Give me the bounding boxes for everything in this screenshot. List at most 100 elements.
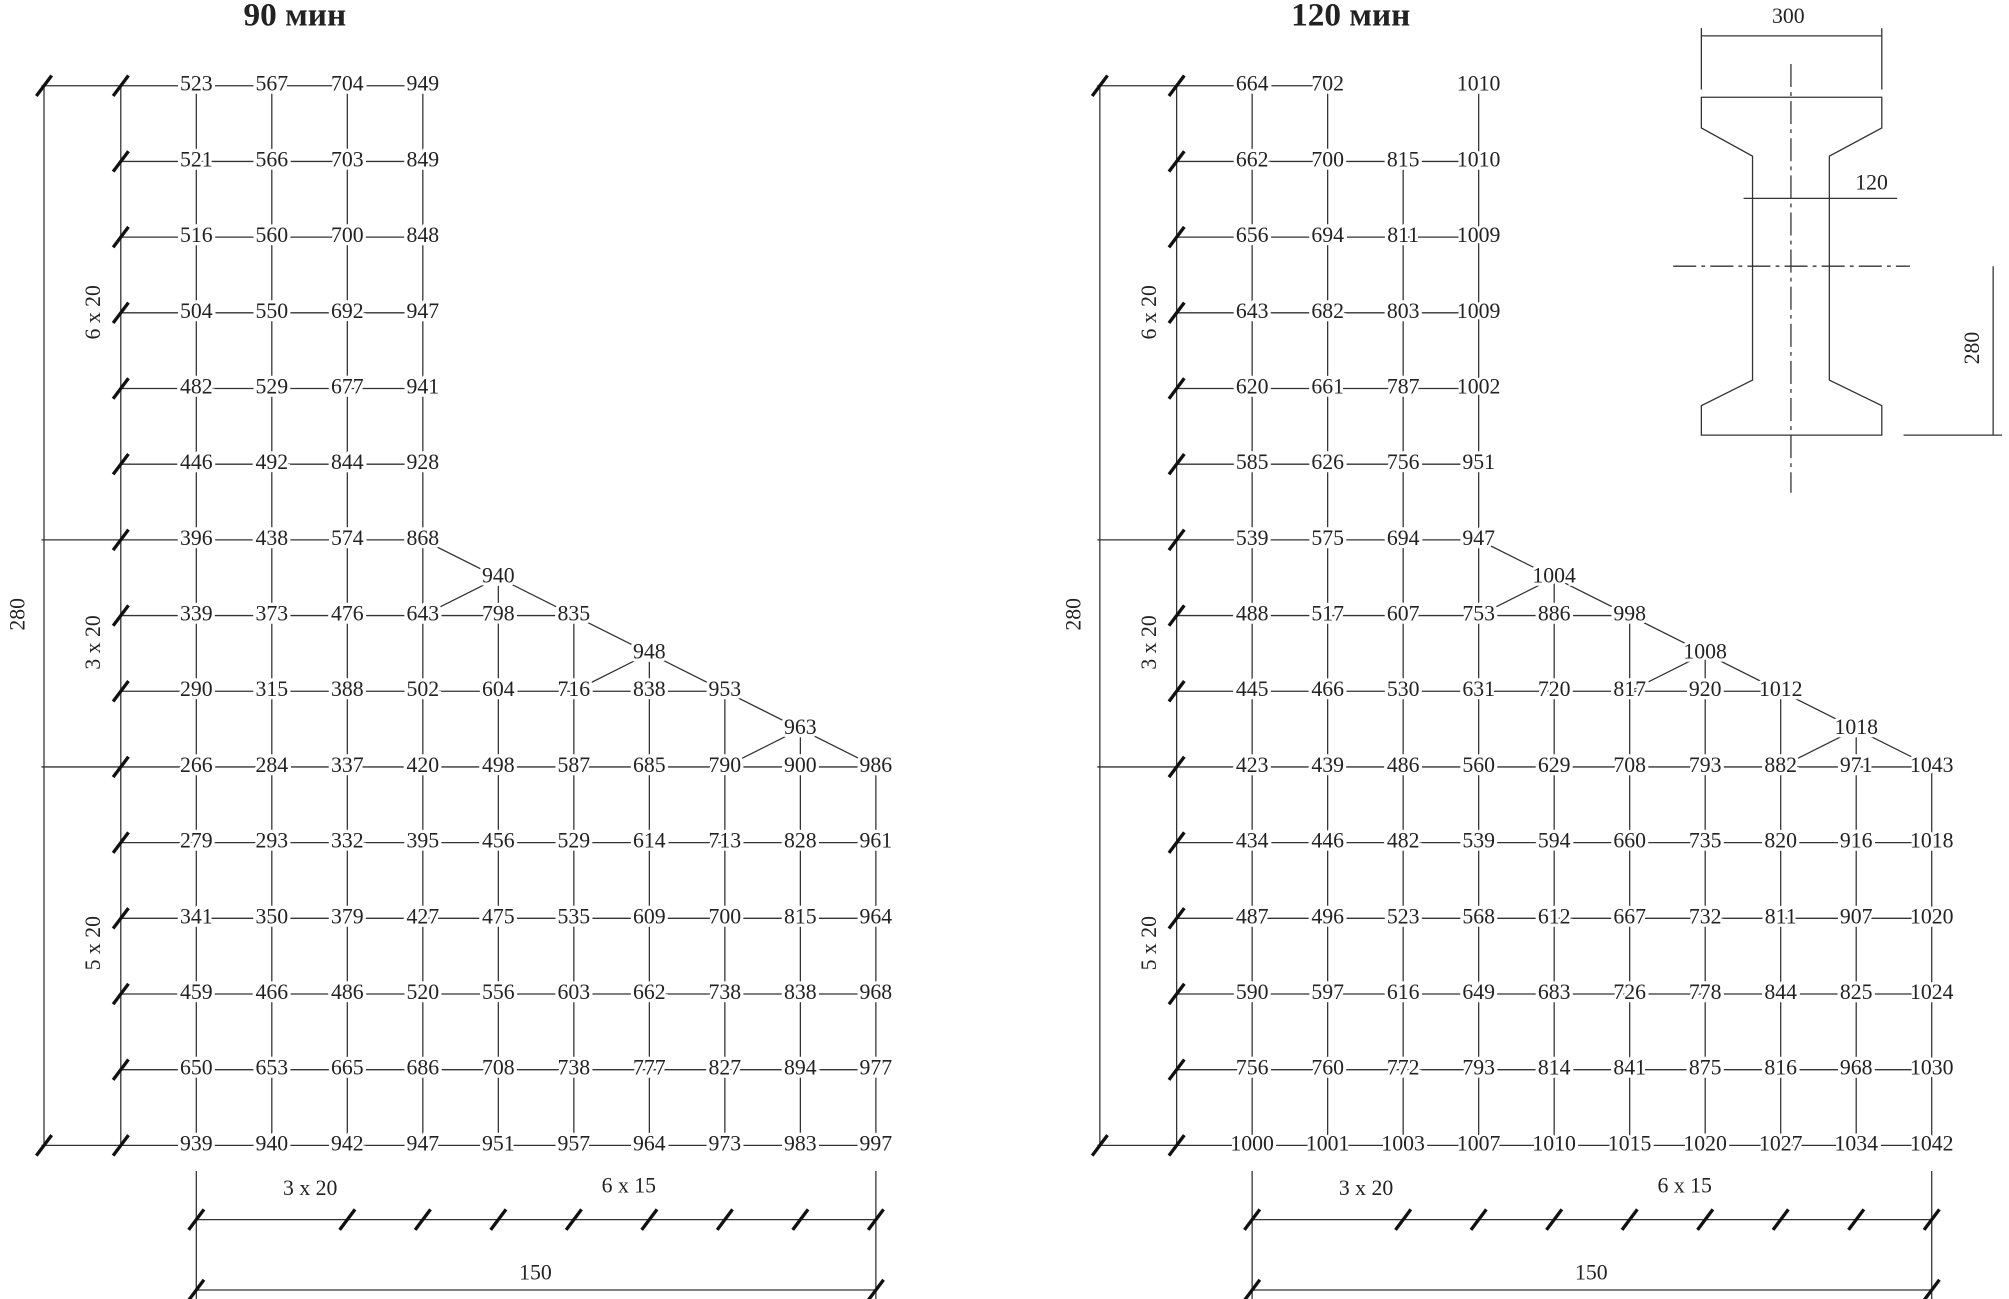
tick bbox=[1167, 225, 1186, 249]
value: 662 bbox=[1236, 147, 1269, 171]
tick bbox=[111, 528, 130, 552]
value: 835 bbox=[558, 602, 591, 626]
tick bbox=[1167, 907, 1186, 930]
value: 868 bbox=[407, 526, 440, 550]
value: 682 bbox=[1311, 299, 1344, 323]
value: 266 bbox=[180, 753, 213, 777]
value: 539 bbox=[1462, 829, 1495, 853]
value: 1020 bbox=[1683, 1131, 1727, 1155]
tick bbox=[1167, 982, 1186, 1006]
value: 886 bbox=[1538, 602, 1571, 626]
value: 948 bbox=[633, 639, 666, 663]
value: 827 bbox=[709, 1056, 742, 1080]
value: 1024 bbox=[1910, 980, 1954, 1004]
tick bbox=[1243, 1208, 1262, 1231]
tick bbox=[1167, 1058, 1186, 1081]
value: 446 bbox=[180, 450, 213, 474]
value: 708 bbox=[482, 1056, 515, 1080]
value: 961 bbox=[860, 829, 893, 853]
value: 420 bbox=[407, 753, 440, 777]
value: 597 bbox=[1311, 980, 1344, 1004]
tick bbox=[111, 755, 130, 779]
value: 811 bbox=[1387, 223, 1419, 247]
section-web: 120 bbox=[1855, 170, 1888, 194]
tick bbox=[111, 831, 130, 854]
value: 677 bbox=[331, 374, 364, 398]
value: 631 bbox=[1462, 677, 1495, 701]
value: 427 bbox=[407, 904, 440, 928]
value: 738 bbox=[709, 980, 742, 1004]
value: 656 bbox=[1236, 223, 1269, 247]
value: 423 bbox=[1236, 753, 1269, 777]
tick bbox=[791, 1208, 810, 1231]
value: 841 bbox=[1613, 1056, 1646, 1080]
value: 395 bbox=[407, 829, 440, 853]
value: 951 bbox=[1462, 450, 1495, 474]
value: 777 bbox=[633, 1056, 666, 1080]
value: 396 bbox=[180, 526, 213, 550]
tick bbox=[1469, 1208, 1488, 1231]
dim-left: 6 x 20 bbox=[1137, 285, 1161, 339]
tick bbox=[1090, 74, 1109, 97]
value: 713 bbox=[709, 829, 742, 853]
value: 793 bbox=[1462, 1056, 1495, 1080]
tick bbox=[1167, 1134, 1186, 1157]
value: 1002 bbox=[1457, 374, 1501, 398]
value: 626 bbox=[1311, 450, 1344, 474]
tick bbox=[34, 74, 54, 97]
tick bbox=[111, 377, 130, 400]
dim-width: 150 bbox=[1575, 1261, 1608, 1285]
value: 941 bbox=[407, 374, 440, 398]
value: 1018 bbox=[1834, 715, 1878, 739]
value: 496 bbox=[1311, 904, 1344, 928]
value: 848 bbox=[407, 223, 440, 247]
value: 388 bbox=[331, 677, 364, 701]
value: 604 bbox=[482, 677, 515, 701]
value: 772 bbox=[1387, 1056, 1420, 1080]
dim-left: 3 x 20 bbox=[81, 615, 105, 670]
value: 502 bbox=[407, 677, 440, 701]
value: 373 bbox=[256, 602, 289, 626]
value: 900 bbox=[784, 753, 817, 777]
value: 700 bbox=[709, 904, 742, 928]
value: 535 bbox=[558, 904, 591, 928]
value: 629 bbox=[1538, 753, 1571, 777]
value: 594 bbox=[1538, 829, 1571, 853]
value: 1043 bbox=[1910, 753, 1954, 777]
tick bbox=[111, 150, 130, 173]
value: 1018 bbox=[1910, 829, 1954, 853]
line bbox=[573, 652, 650, 692]
value: 787 bbox=[1387, 374, 1420, 398]
tick bbox=[1771, 1208, 1790, 1231]
tick bbox=[111, 74, 130, 97]
value: 498 bbox=[482, 753, 515, 777]
value: 1001 bbox=[1306, 1131, 1349, 1155]
value: 760 bbox=[1311, 1056, 1344, 1080]
value: 947 bbox=[407, 1131, 440, 1155]
value: 556 bbox=[482, 980, 515, 1004]
tick bbox=[1167, 528, 1186, 552]
tick bbox=[1620, 1208, 1639, 1231]
value: 947 bbox=[1462, 526, 1495, 550]
value: 466 bbox=[256, 980, 289, 1004]
value: 964 bbox=[860, 904, 893, 928]
value: 844 bbox=[331, 450, 364, 474]
value: 279 bbox=[180, 829, 213, 853]
value: 438 bbox=[256, 526, 289, 550]
tick bbox=[111, 907, 130, 930]
value: 942 bbox=[331, 1131, 364, 1155]
dim-bottom: 6 x 15 bbox=[1658, 1174, 1713, 1198]
value: 1012 bbox=[1759, 677, 1803, 701]
value: 1010 bbox=[1457, 72, 1501, 96]
value: 726 bbox=[1613, 980, 1646, 1004]
tick bbox=[338, 1208, 357, 1231]
line bbox=[724, 728, 801, 768]
tick bbox=[187, 1208, 206, 1231]
tick bbox=[1167, 680, 1186, 703]
value: 844 bbox=[1764, 980, 1797, 1004]
value: 339 bbox=[180, 602, 213, 626]
value: 816 bbox=[1764, 1056, 1797, 1080]
value: 337 bbox=[331, 753, 364, 777]
tick bbox=[1167, 604, 1186, 627]
